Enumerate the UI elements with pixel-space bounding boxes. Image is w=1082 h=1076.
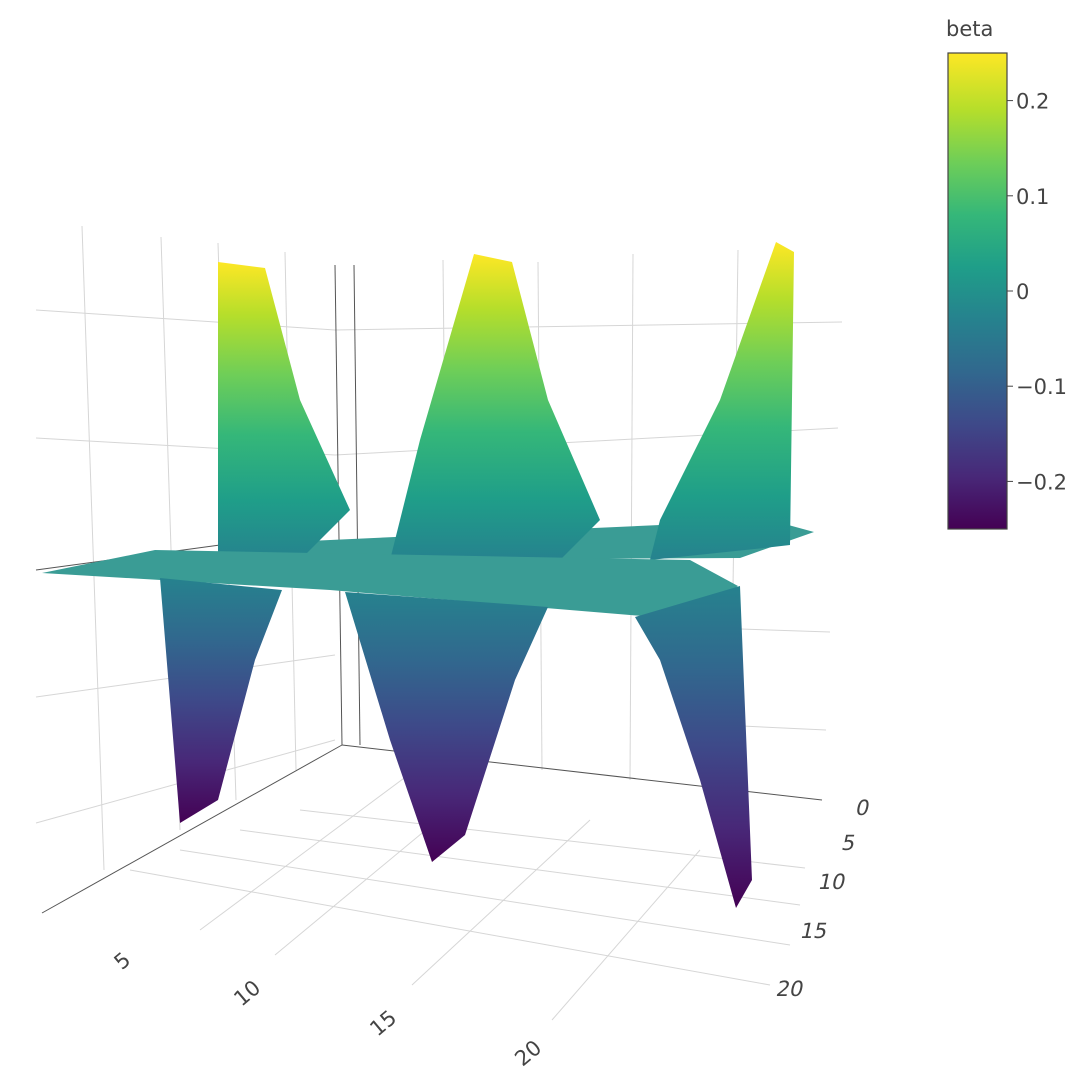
- colorbar-title: beta: [946, 17, 993, 41]
- x-tick-label: 5: [110, 947, 136, 974]
- y-tick-label: 5: [839, 831, 858, 856]
- y-axis-ticks: 0 5 10 15 20: [774, 796, 872, 1002]
- peaks: [218, 242, 794, 560]
- colorbar-gradient: [947, 52, 1008, 530]
- y-tick-label: 10: [816, 870, 848, 895]
- x-tick-label: 15: [365, 1005, 401, 1041]
- x-tick-label: 20: [510, 1035, 546, 1071]
- colorbar-tick-label: 0: [1016, 280, 1029, 304]
- colorbar-tick-label: 0.2: [1016, 90, 1049, 114]
- y-tick-label: 0: [853, 796, 872, 821]
- x-axis-ticks: 5 10 15 20: [110, 947, 547, 1071]
- colorbar-tick-label: −0.2: [1016, 470, 1067, 494]
- x-tick-label: 10: [229, 975, 265, 1011]
- colorbar: beta 0.2 0.1 0 −0.1 −0.2: [946, 17, 1067, 530]
- flat-plane-front: [42, 550, 738, 620]
- y-tick-label: 20: [774, 977, 806, 1002]
- colorbar-tick-label: −0.1: [1016, 375, 1067, 399]
- troughs: [160, 578, 752, 908]
- colorbar-tick-label: 0.1: [1016, 185, 1049, 209]
- y-tick-label: 15: [798, 919, 830, 944]
